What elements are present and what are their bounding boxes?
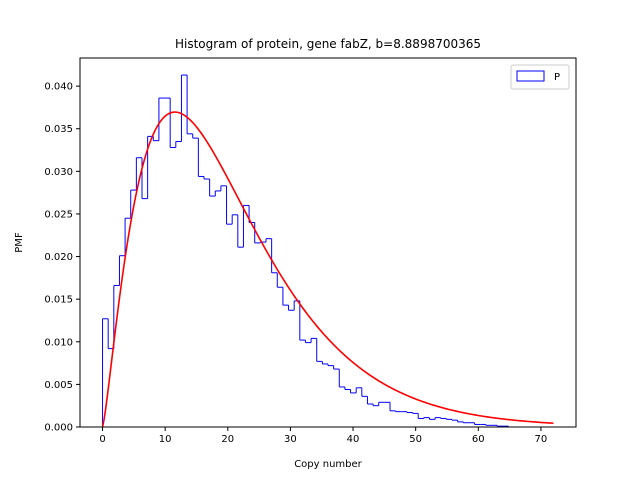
axes-frame: [79, 57, 577, 428]
x-tick-label-70: 70: [535, 434, 548, 445]
y-tick-label-8: 0.040: [44, 82, 73, 93]
x-axis-label: Copy number: [294, 459, 362, 470]
x-tick-label-40: 40: [347, 434, 360, 445]
plot-area: 0 10 20 30 40 50 60 70 0.000 0.005 0.010 0.015 0.020…: [44, 74, 554, 445]
y-tick-label-3: 0.015: [44, 295, 73, 306]
y-tick-label-7: 0.035: [44, 124, 73, 135]
y-tick-label-4: 0.020: [44, 252, 73, 263]
legend-box: [510, 64, 570, 90]
y-tick-label-2: 0.010: [44, 337, 73, 348]
x-tick-label-10: 10: [159, 434, 172, 445]
x-tick-label-50: 50: [409, 434, 422, 445]
chart-title: Histogram of protein, gene fabZ, b=8.889…: [175, 37, 481, 51]
legend-label-p: P: [554, 72, 560, 83]
y-axis-label: PMF: [14, 232, 25, 253]
x-tick-label-0: 0: [99, 434, 105, 445]
y-tick-label-5: 0.025: [44, 209, 73, 220]
x-tick-label-20: 20: [221, 434, 234, 445]
y-tick-label-0: 0.000: [44, 423, 73, 434]
y-tick-label-6: 0.030: [44, 167, 73, 178]
x-tick-label-60: 60: [472, 434, 485, 445]
x-tick-label-30: 30: [284, 434, 297, 445]
fit-curve: [101, 111, 554, 428]
y-tick-label-1: 0.005: [44, 380, 73, 391]
legend: P: [510, 64, 570, 90]
legend-swatch-p: [516, 70, 545, 82]
